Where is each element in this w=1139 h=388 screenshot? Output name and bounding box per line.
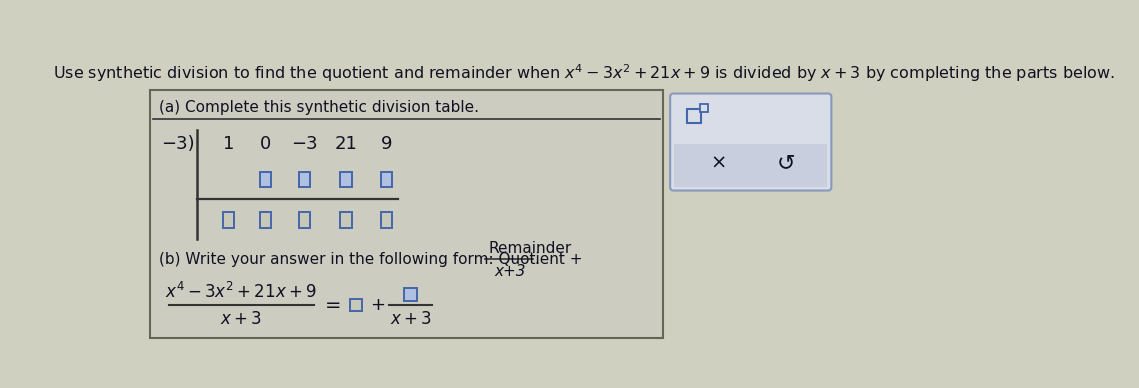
Text: Use synthetic division to find the quotient and remainder when $x^4 - 3x^2 + 21x: Use synthetic division to find the quoti…: [54, 62, 1115, 84]
FancyBboxPatch shape: [687, 109, 702, 123]
Text: $x + 3$: $x + 3$: [390, 310, 432, 328]
FancyBboxPatch shape: [380, 171, 392, 187]
FancyBboxPatch shape: [341, 171, 352, 187]
FancyBboxPatch shape: [298, 171, 310, 187]
FancyBboxPatch shape: [380, 213, 392, 227]
FancyBboxPatch shape: [222, 213, 235, 227]
Text: 1: 1: [223, 135, 235, 152]
Text: $x^4 - 3x^2 + 21x + 9$: $x^4 - 3x^2 + 21x + 9$: [165, 282, 317, 302]
Text: +: +: [370, 296, 385, 314]
Text: ↺: ↺: [777, 153, 795, 173]
Bar: [674, 144, 827, 187]
Text: .: .: [534, 251, 540, 267]
FancyBboxPatch shape: [404, 288, 417, 301]
FancyBboxPatch shape: [699, 104, 708, 112]
Text: 21: 21: [335, 135, 358, 152]
Text: =: =: [325, 296, 342, 315]
FancyBboxPatch shape: [341, 213, 352, 227]
FancyBboxPatch shape: [350, 299, 362, 312]
Text: x+3: x+3: [494, 264, 526, 279]
Text: 0: 0: [260, 135, 271, 152]
Text: ×: ×: [710, 153, 727, 172]
Text: −3): −3): [161, 135, 195, 152]
FancyBboxPatch shape: [298, 213, 310, 227]
Text: 9: 9: [380, 135, 392, 152]
FancyBboxPatch shape: [260, 213, 271, 227]
Text: (b) Write your answer in the following form: Quotient +: (b) Write your answer in the following f…: [159, 251, 583, 267]
Text: $x + 3$: $x + 3$: [220, 310, 262, 328]
Text: (a) Complete this synthetic division table.: (a) Complete this synthetic division tab…: [159, 100, 480, 116]
FancyBboxPatch shape: [150, 90, 663, 338]
Text: −3: −3: [292, 135, 318, 152]
FancyBboxPatch shape: [670, 94, 831, 191]
Text: Remainder: Remainder: [489, 241, 572, 256]
FancyBboxPatch shape: [260, 171, 271, 187]
